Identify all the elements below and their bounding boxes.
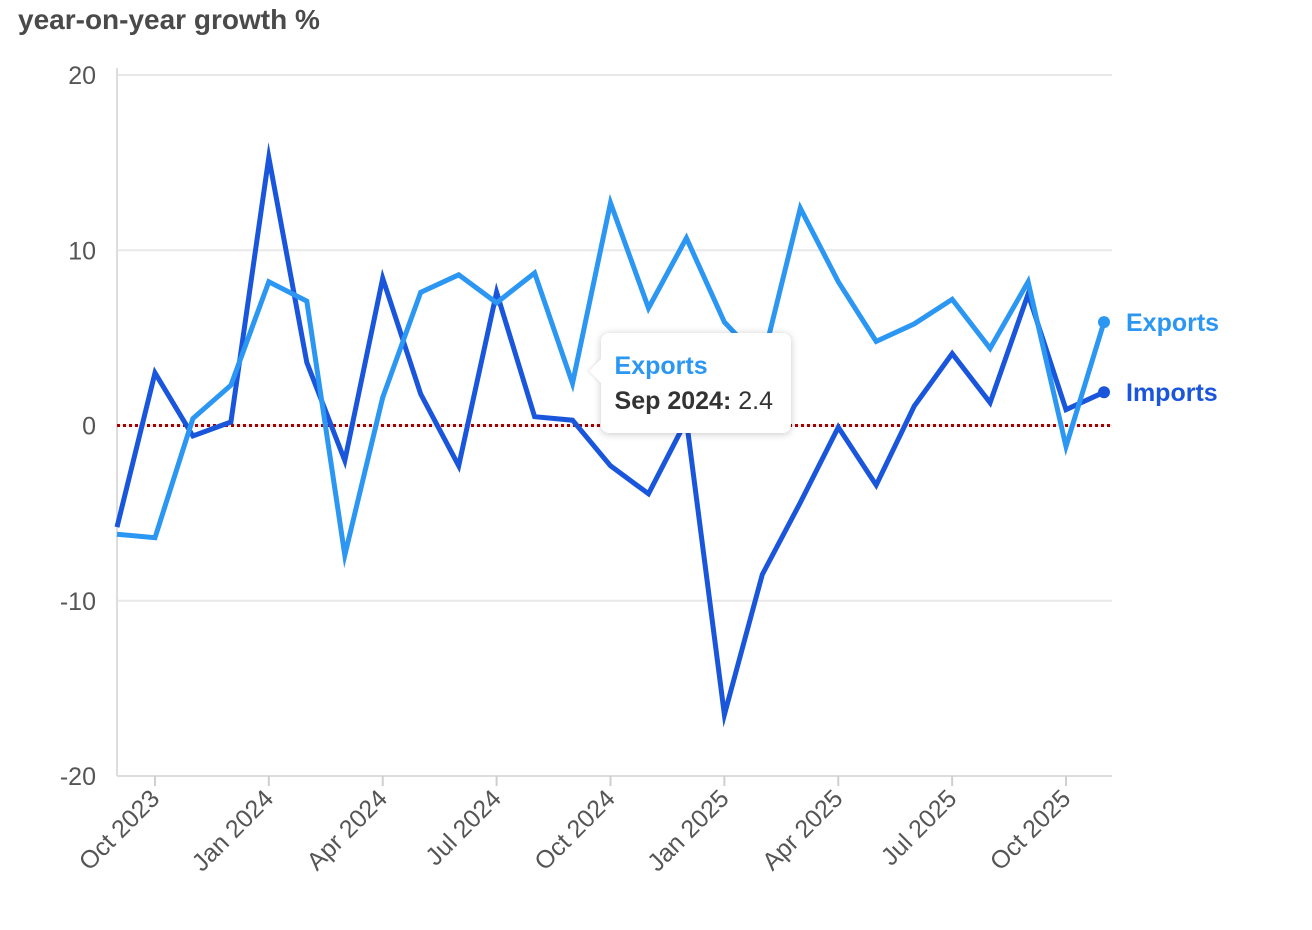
- y-tick-label: 0: [82, 413, 96, 441]
- tooltip-row: Sep 2024: 2.4: [615, 383, 773, 419]
- y-tick-label: 10: [68, 237, 96, 265]
- x-axis: Oct 2023 Jan 2024 Apr 2024 Jul 2024 Oct 2024…: [74, 776, 1077, 877]
- y-axis: 20 10 0 -10 -20: [60, 62, 96, 791]
- y-tick-label: -10: [60, 588, 96, 616]
- x-tick-label: Oct 2025: [985, 784, 1077, 876]
- series-end-labels: Imports Exports: [1098, 309, 1219, 407]
- axes: [116, 68, 1112, 777]
- series-end-marker-exports: [1098, 316, 1110, 329]
- x-tick-label: Apr 2024: [301, 784, 393, 876]
- x-tick-label: Oct 2024: [529, 784, 621, 876]
- x-tick-label: Jul 2024: [420, 784, 507, 871]
- y-tick-label: -20: [60, 763, 96, 791]
- x-tick-label: Jan 2024: [187, 784, 280, 877]
- series-line-imports[interactable]: [114, 141, 1106, 728]
- x-tick-label: Apr 2025: [757, 784, 849, 876]
- x-tick-label: Jul 2025: [876, 784, 963, 871]
- data-tooltip: Exports Sep 2024: 2.4: [600, 333, 791, 434]
- tooltip-date: Sep 2024:: [614, 387, 732, 416]
- chart-title: year-on-year growth %: [18, 4, 320, 35]
- series-label-imports: Imports: [1126, 379, 1218, 407]
- x-tick-label: Jan 2025: [642, 784, 735, 877]
- series-lines: [114, 141, 1107, 728]
- tooltip-value: 2.4: [738, 387, 773, 416]
- series-label-exports: Exports: [1126, 309, 1219, 337]
- x-tick-label: Oct 2023: [74, 784, 166, 876]
- tooltip-series-name: Exports: [614, 352, 708, 381]
- y-tick-label: 20: [68, 62, 96, 90]
- series-end-marker-imports: [1098, 386, 1110, 399]
- series-line-exports[interactable]: [116, 193, 1107, 569]
